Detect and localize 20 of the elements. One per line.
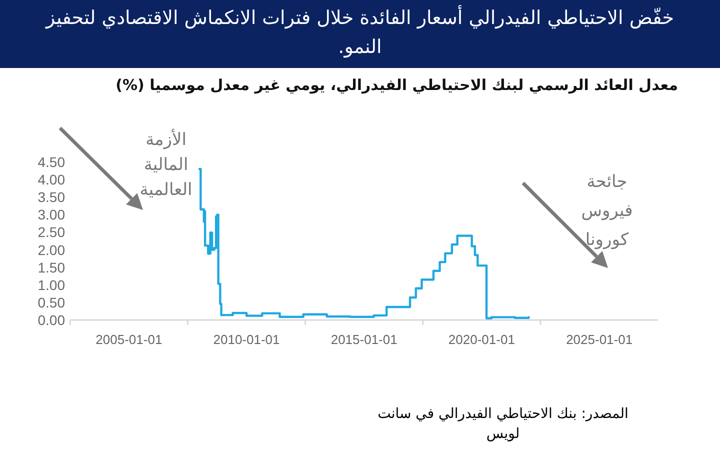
y-tick-label: 0.50 [38, 294, 66, 310]
x-tick-label: 2015-01-01 [330, 332, 398, 347]
y-tick-label: 2.50 [38, 224, 66, 240]
x-tick-label: 2025-01-01 [566, 332, 633, 347]
x-tick-label: 2020-01-01 [448, 332, 515, 347]
chart-title: خفّض الاحتياطي الفيدرالي أسعار الفائدة خلال فترات الانكماش الاقتصادي لتحفيز النمو. [44, 4, 675, 60]
y-tick-label: 4.00 [38, 172, 66, 188]
y-tick-label: 3.50 [38, 189, 66, 206]
y-tick-label: 1.00 [38, 276, 66, 293]
y-tick-label: 2.00 [38, 242, 66, 258]
chart-subtitle: معدل العائد الرسمي لبنك الاحتياطي الفيدرالي، يومي غير معدل موسميا (%) [116, 76, 678, 94]
y-tick-label: 3.00 [38, 206, 66, 223]
annotation: جائحة فيروس كورونا [580, 171, 634, 252]
annotation: الأزمة المالية العالمية [138, 128, 194, 202]
x-tick-label: 2010-01-01 [213, 332, 280, 347]
y-tick-label: 4.50 [38, 154, 66, 170]
x-tick-label: 2005-01-01 [96, 332, 162, 347]
y-tick-label: 0.00 [38, 312, 66, 328]
y-tick-label: 1.50 [38, 259, 66, 276]
text: المصدر: بنك الاحتياطي الفيدرالي في سانت لويس [376, 405, 630, 444]
